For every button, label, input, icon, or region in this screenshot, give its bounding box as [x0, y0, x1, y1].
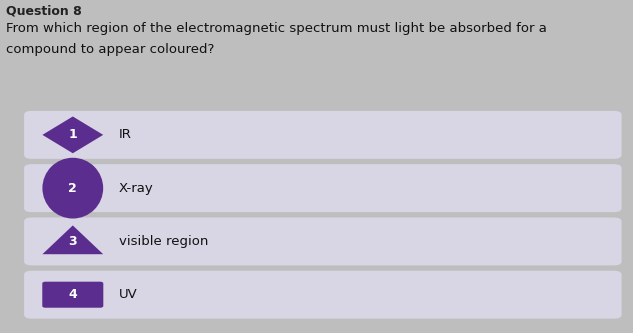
FancyBboxPatch shape	[42, 282, 103, 308]
Text: 3: 3	[68, 235, 77, 248]
Ellipse shape	[42, 158, 103, 218]
FancyBboxPatch shape	[24, 271, 622, 319]
FancyBboxPatch shape	[24, 217, 622, 265]
Polygon shape	[42, 225, 103, 254]
FancyBboxPatch shape	[24, 164, 622, 212]
FancyBboxPatch shape	[24, 111, 622, 159]
Text: visible region: visible region	[119, 235, 208, 248]
Text: Question 8: Question 8	[6, 5, 82, 18]
Text: From which region of the electromagnetic spectrum must light be absorbed for a: From which region of the electromagnetic…	[6, 22, 547, 35]
Polygon shape	[42, 117, 103, 153]
Text: 1: 1	[68, 128, 77, 142]
Text: 4: 4	[68, 288, 77, 301]
Text: IR: IR	[119, 128, 132, 142]
Text: X-ray: X-ray	[119, 181, 154, 195]
Text: UV: UV	[119, 288, 138, 301]
Text: 2: 2	[68, 181, 77, 195]
Text: compound to appear coloured?: compound to appear coloured?	[6, 43, 215, 56]
